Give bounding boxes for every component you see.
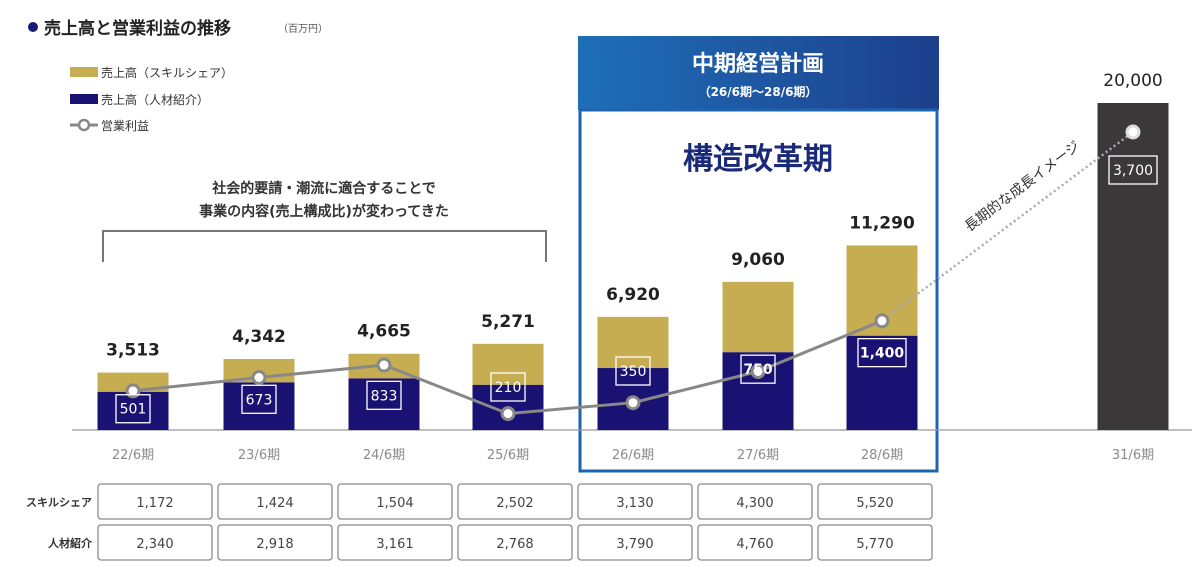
total-label: 20,000 (1103, 71, 1162, 91)
table-cell-value: 1,424 (256, 496, 293, 511)
table-cell-value: 5,520 (856, 496, 893, 511)
profit-value-label: 673 (246, 392, 273, 408)
plan-title: 中期経営計画 (692, 51, 824, 77)
total-label: 4,342 (232, 327, 286, 347)
table-row-label: 人材紹介 (48, 536, 93, 550)
profit-value-box (740, 354, 776, 384)
table-cell-value: 5,770 (856, 537, 893, 552)
total-label: 11,290 (849, 213, 915, 233)
profit-marker (750, 364, 766, 379)
table-cell (97, 483, 213, 520)
x-tick-label: 26/6期 (612, 448, 654, 463)
plan-box: 中期経営計画 （26/6期～28/6期） 構造改革期 (578, 36, 939, 473)
profit-value-label: 1,400 (860, 346, 905, 362)
bar-skillshare (472, 343, 544, 385)
table-cell-value: 2,918 (256, 537, 293, 552)
plan-frame (578, 108, 939, 473)
profit-value-label: 210 (495, 380, 522, 396)
profit-value-box (241, 384, 277, 414)
bar-skillshare (97, 372, 169, 392)
profit-value-label: 501 (120, 402, 147, 418)
profit-marker (251, 370, 267, 386)
x-tick-label: 24/6期 (363, 448, 405, 463)
table-cell-value: 2,768 (496, 537, 533, 552)
plan-period: （26/6期～28/6期） (699, 84, 818, 99)
profit-value-box (857, 338, 907, 368)
annotation-line2: 事業の内容(売上構成比)が変わってきた (199, 203, 449, 220)
annotation-line1: 社会的要請・潮流に適合することで (211, 180, 436, 197)
table-cell (817, 483, 933, 520)
legend-marker-profit (77, 118, 91, 132)
profit-marker (1125, 124, 1141, 140)
total-label: 5,271 (481, 312, 535, 332)
total-label: 4,665 (357, 322, 411, 342)
table-cell-value: 4,300 (736, 496, 773, 511)
legend-label-recruiting: 売上高（人材紹介） (101, 92, 209, 107)
bar-skillshare (597, 316, 669, 369)
table-cell (217, 524, 333, 561)
table-cell (697, 524, 813, 561)
profit-value-box (1108, 155, 1158, 185)
bar-future (1097, 103, 1169, 430)
table-cell-value: 3,161 (376, 537, 413, 552)
plan-header (578, 36, 939, 110)
profit-value-box (490, 372, 526, 402)
x-tick-label: 23/6期 (238, 448, 280, 463)
table-cell-value: 2,340 (136, 537, 173, 552)
table-cell (697, 483, 813, 520)
table-cell-value: 1,172 (136, 496, 173, 511)
legend-label-skillshare: 売上高（スキルシェア） (101, 65, 233, 80)
table-row-label: スキルシェア (26, 496, 92, 509)
table-cell (817, 524, 933, 561)
bar-recruiting (223, 382, 295, 430)
chart-unit: （百万円） (278, 23, 328, 35)
profit-value-box (615, 356, 651, 386)
table-cell-value: 3,130 (616, 496, 653, 511)
profit-value-label: 833 (371, 388, 398, 404)
legend: 売上高（スキルシェア） 売上高（人材紹介） 営業利益 (70, 65, 233, 133)
table-cell-value: 4,760 (736, 537, 773, 552)
legend-swatch-recruiting (70, 94, 98, 104)
annotation-bracket (102, 230, 547, 262)
title-bullet-icon (28, 22, 38, 32)
table-cell-value: 3,790 (616, 537, 653, 552)
chart-title: 売上高と営業利益の推移 (44, 18, 231, 39)
legend-label-profit: 営業利益 (101, 119, 149, 133)
table-cell (457, 524, 573, 561)
table-cell (97, 524, 213, 561)
table-cell (217, 483, 333, 520)
table-cell (577, 524, 693, 561)
trend-line (881, 131, 1134, 322)
x-tick-label: 27/6期 (737, 448, 779, 463)
table-cell-value: 2,502 (496, 496, 533, 511)
profit-marker (376, 357, 392, 373)
profit-marker (500, 406, 516, 422)
total-label: 9,060 (731, 250, 785, 270)
trend-label: 長期的な成長イメージ (962, 138, 1083, 235)
table-cell (337, 483, 453, 520)
profit-value-box (115, 394, 151, 424)
profit-value-box (366, 380, 402, 410)
x-tick-label: 28/6期 (861, 448, 903, 463)
x-tick-label: 22/6期 (112, 448, 154, 463)
total-label: 3,513 (106, 341, 160, 361)
legend-swatch-skillshare (70, 67, 98, 77)
profit-value-label: 3,700 (1113, 163, 1153, 179)
x-tick-label: 31/6期 (1112, 448, 1154, 463)
plan-phase: 構造改革期 (683, 142, 833, 177)
profit-marker (625, 395, 641, 411)
profit-value-label: 350 (620, 364, 647, 380)
table-cell (337, 524, 453, 561)
bar-skillshare (722, 281, 794, 353)
profit-value-label: 750 (743, 362, 772, 378)
bar-recruiting (348, 378, 420, 430)
profit-marker (874, 313, 890, 329)
table-cell (577, 483, 693, 520)
total-label: 6,920 (606, 285, 660, 305)
table-cell (457, 483, 573, 520)
profit-marker (125, 383, 141, 399)
table-cell-value: 1,504 (376, 496, 413, 511)
x-tick-label: 25/6期 (487, 448, 529, 463)
